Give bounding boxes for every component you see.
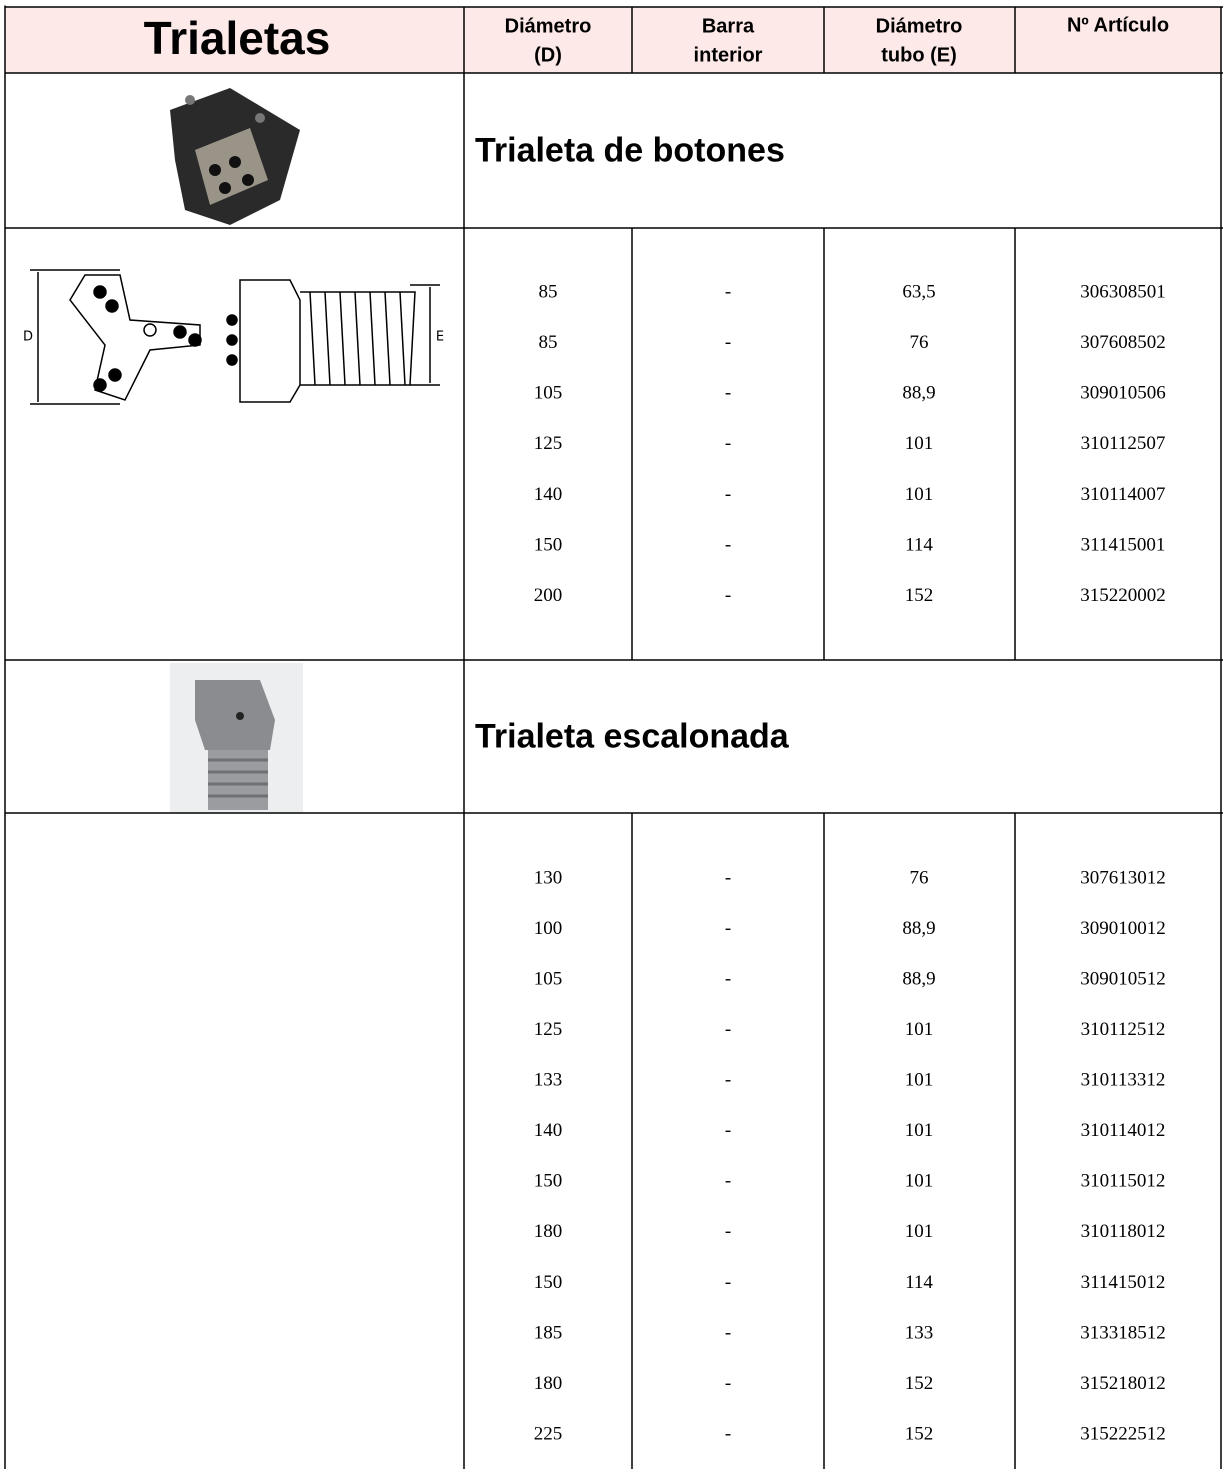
- table-cell: 133: [905, 1322, 934, 1343]
- table-cell: 133: [534, 1070, 563, 1091]
- column-header: (D): [534, 44, 562, 66]
- table-cell: -: [725, 433, 731, 454]
- table-cell: 311415001: [1081, 534, 1166, 555]
- table-cell: -: [725, 585, 731, 606]
- table-cell: -: [725, 1373, 731, 1394]
- table-cell: 105: [534, 968, 563, 989]
- table-cell: 150: [534, 1171, 563, 1192]
- table-cell: 313318512: [1080, 1322, 1166, 1343]
- table-cell: 152: [905, 1373, 934, 1394]
- table-cell: -: [725, 383, 731, 404]
- technical-drawing: [30, 269, 440, 405]
- table-cell: 88,9: [902, 383, 935, 404]
- table-cell: -: [725, 1070, 731, 1091]
- section-title: Trialeta de botones: [475, 131, 785, 169]
- table-cell: 315218012: [1080, 1373, 1166, 1394]
- table-cell: 130: [534, 867, 563, 888]
- table-cell: -: [725, 1423, 731, 1444]
- table-cell: -: [725, 1322, 731, 1343]
- table-cell: 125: [534, 1019, 563, 1040]
- table-cell: 309010512: [1080, 968, 1166, 989]
- column-header: tubo (E): [881, 44, 957, 66]
- table-cell: 140: [534, 484, 563, 505]
- table-cell: 309010012: [1080, 918, 1166, 939]
- table-cell: 307613012: [1080, 867, 1166, 888]
- product-photo: [170, 663, 303, 813]
- table-cell: 150: [534, 1272, 563, 1293]
- table-cell: 101: [905, 1221, 934, 1242]
- header-background: [5, 7, 1221, 73]
- table-cell: 185: [534, 1322, 563, 1343]
- table-cell: 88,9: [902, 968, 935, 989]
- table-cell: 306308501: [1080, 281, 1166, 302]
- table-cell: 140: [534, 1120, 563, 1141]
- table-cell: 85: [539, 332, 558, 353]
- table-cell: 101: [905, 1070, 934, 1091]
- table-cell: 114: [905, 1272, 933, 1293]
- table-cell: -: [725, 332, 731, 353]
- table-cell: -: [725, 1120, 731, 1141]
- table-cell: 101: [905, 1171, 934, 1192]
- table-cell: 150: [534, 534, 563, 555]
- table-cell: 307608502: [1080, 332, 1166, 353]
- table-cell: -: [725, 867, 731, 888]
- table-cell: -: [725, 281, 731, 302]
- table-cell: 101: [905, 484, 934, 505]
- table-cell: 310112507: [1081, 433, 1166, 454]
- table-cell: 152: [905, 585, 934, 606]
- table-cell: 101: [905, 1019, 934, 1040]
- column-header: Nº Artículo: [1067, 14, 1169, 36]
- table-cell: 100: [534, 918, 563, 939]
- table-cell: 200: [534, 585, 563, 606]
- table-cell: 76: [910, 867, 929, 888]
- table-cell: 310114007: [1081, 484, 1166, 505]
- table-cell: 152: [905, 1423, 934, 1444]
- table-cell: 180: [534, 1221, 563, 1242]
- table-cell: -: [725, 1171, 731, 1192]
- table-cell: 114: [905, 534, 933, 555]
- product-photo: [170, 88, 300, 225]
- column-header: Diámetro: [505, 15, 592, 37]
- table-cell: -: [725, 1272, 731, 1293]
- table-cell: -: [725, 484, 731, 505]
- table-cell: 63,5: [902, 281, 935, 302]
- section-title: Trialeta escalonada: [475, 717, 790, 755]
- table-cell: -: [725, 534, 731, 555]
- column-header: Diámetro: [876, 15, 963, 37]
- table-cell: 310113312: [1081, 1070, 1166, 1091]
- table-cell: 125: [534, 433, 563, 454]
- table-cell: 315220002: [1080, 585, 1166, 606]
- table-cell: 309010506: [1080, 383, 1166, 404]
- table-cell: -: [725, 1221, 731, 1242]
- table-cell: 310118012: [1081, 1221, 1166, 1242]
- diagram-label: D: [23, 330, 33, 345]
- table-cell: 310114012: [1081, 1120, 1166, 1141]
- table-cell: 88,9: [902, 918, 935, 939]
- table-cell: 315222512: [1080, 1423, 1166, 1444]
- column-header: interior: [694, 44, 763, 66]
- table-cell: 101: [905, 433, 934, 454]
- diagram-label: E: [436, 330, 444, 345]
- table-cell: 105: [534, 383, 563, 404]
- table-cell: 101: [905, 1120, 934, 1141]
- table-cell: 180: [534, 1373, 563, 1394]
- table-cell: 310115012: [1081, 1171, 1166, 1192]
- table-cell: -: [725, 1019, 731, 1040]
- table-cell: 310112512: [1081, 1019, 1166, 1040]
- table-cell: 85: [539, 281, 558, 302]
- table-cell: -: [725, 968, 731, 989]
- column-header: Barra: [702, 15, 755, 37]
- table-cell: 225: [534, 1423, 563, 1444]
- table-cell: 76: [910, 332, 929, 353]
- table-cell: 311415012: [1081, 1272, 1166, 1293]
- table-cell: -: [725, 918, 731, 939]
- table-title: Trialetas: [144, 12, 331, 64]
